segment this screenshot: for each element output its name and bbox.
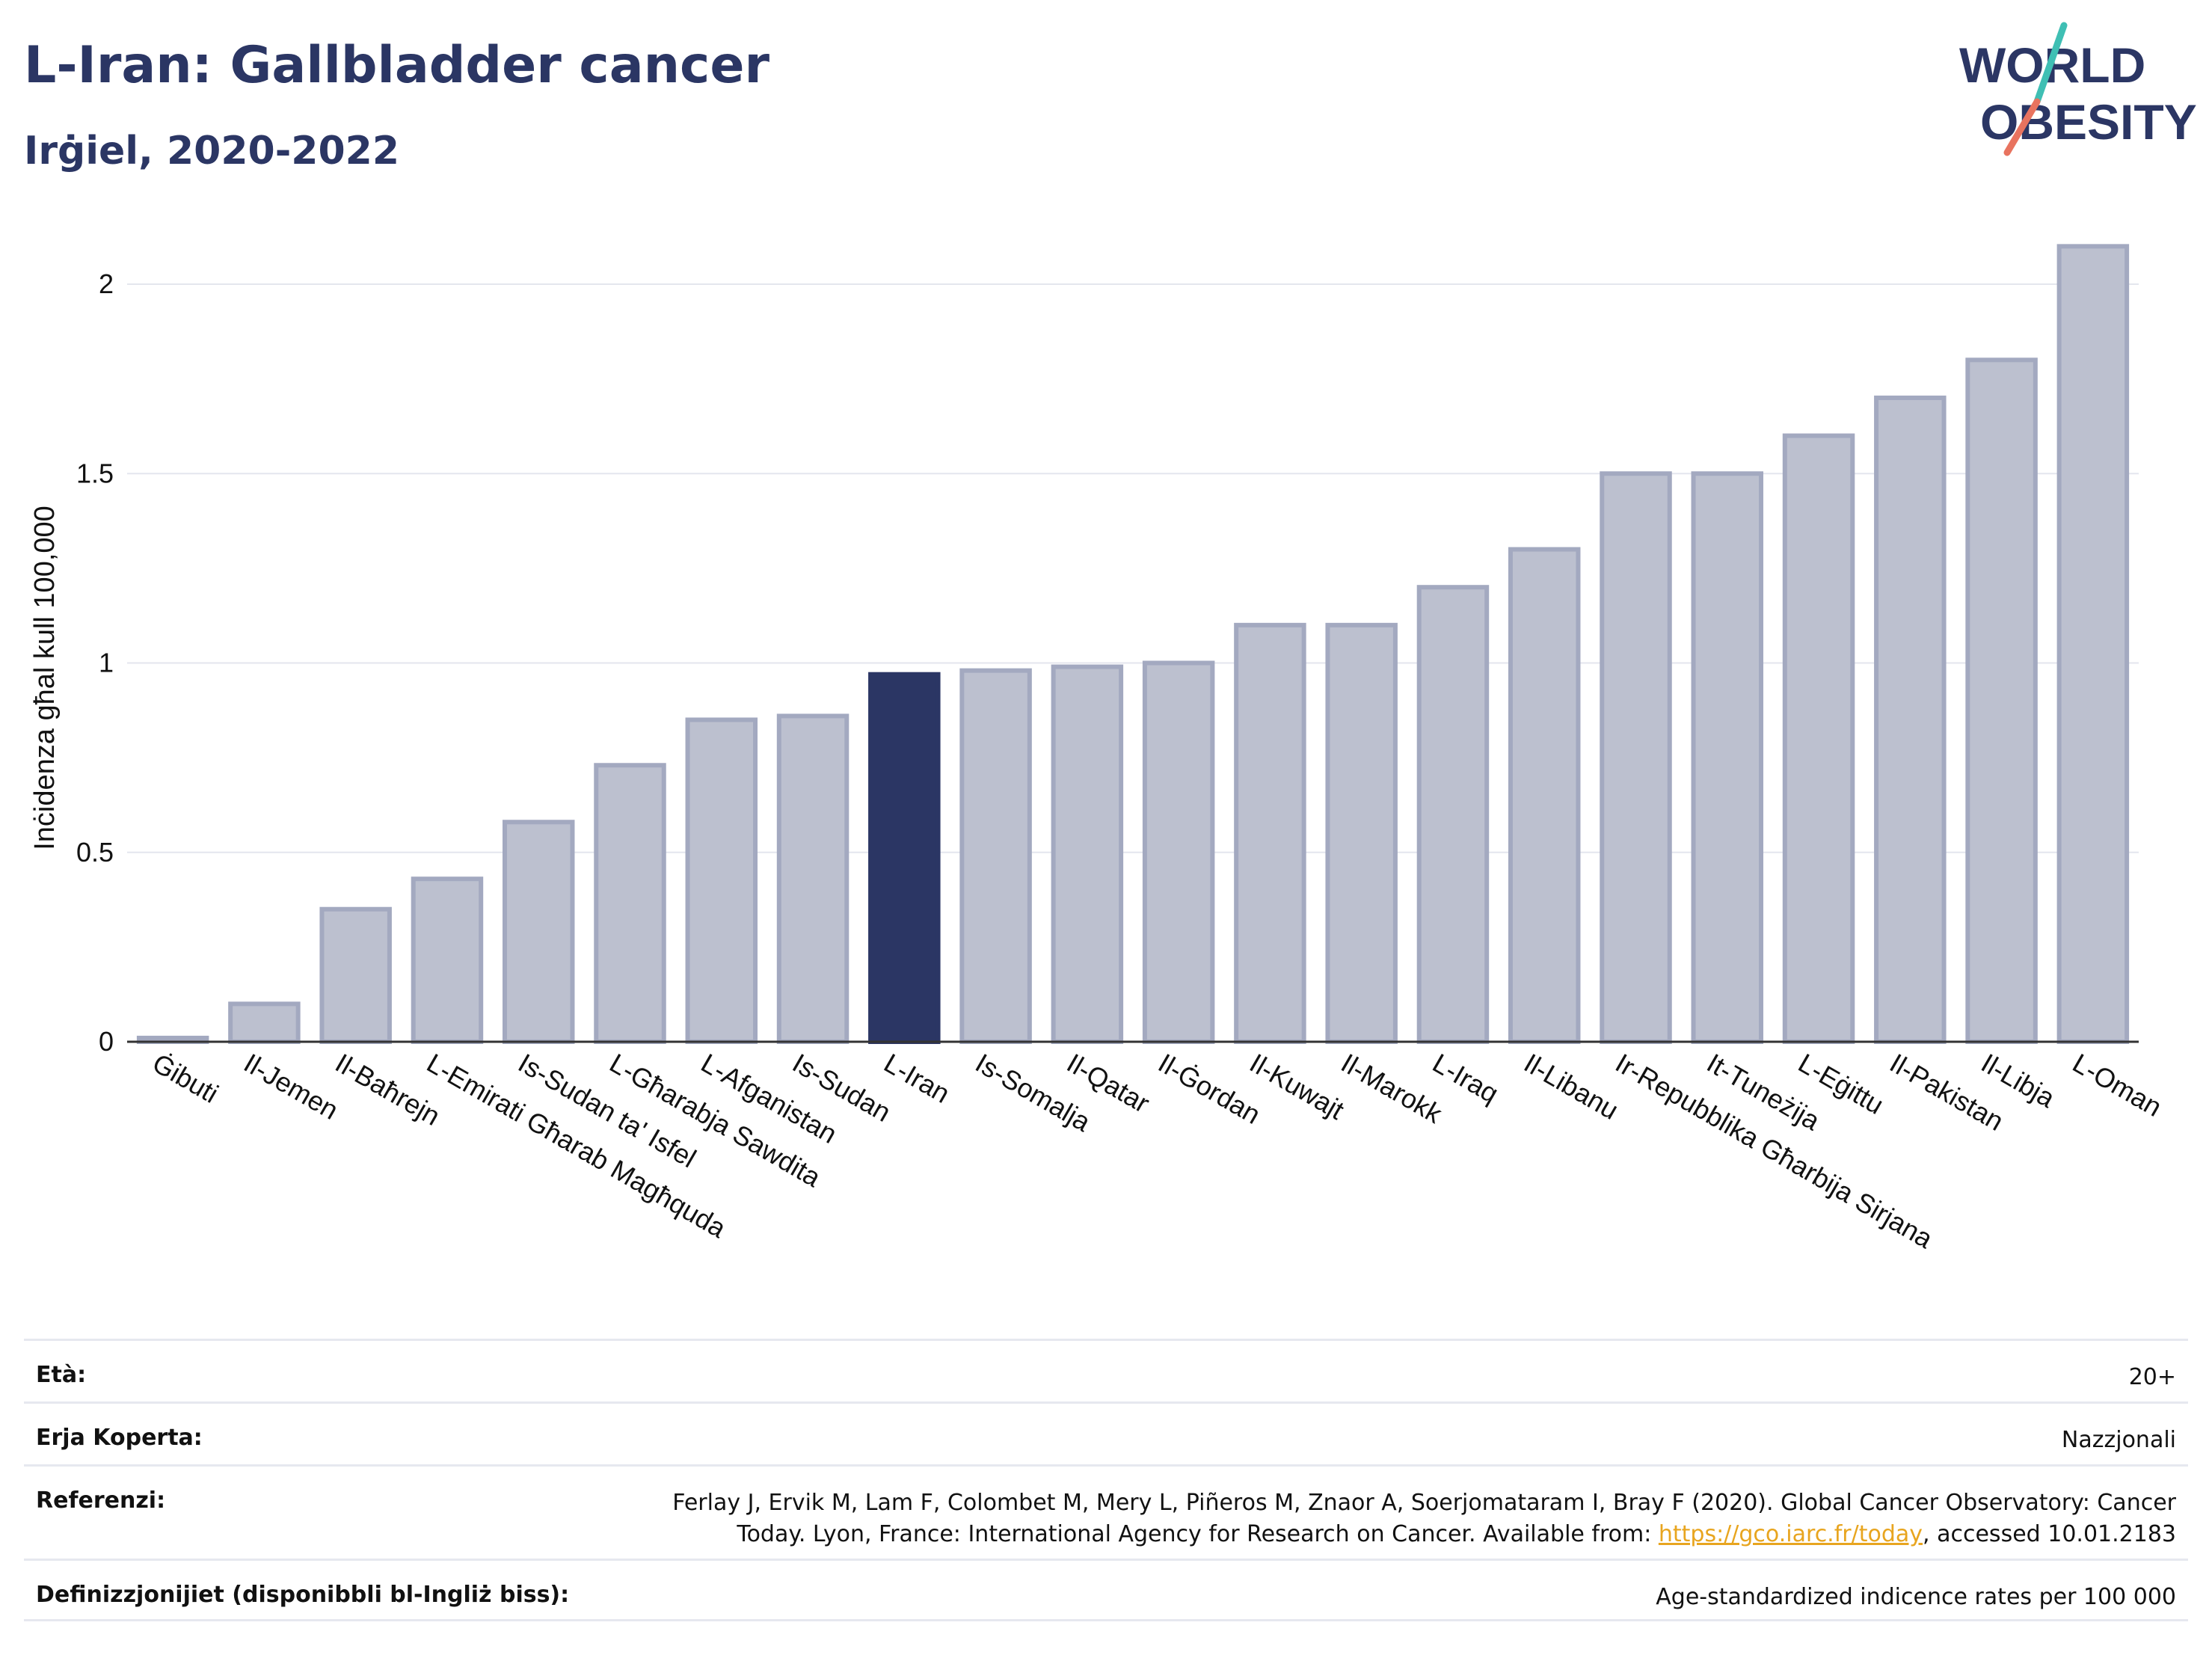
bar-chart: 0 0.5 1 1.5 2 Ġibuti Il-JemenIl-BaħrejnL-Emir…	[29, 244, 2167, 1255]
bar-20	[1965, 357, 2038, 1044]
info-row-definitions: Definizzjonijiet (disponibbli bl-Ingliż …	[24, 1559, 2188, 1621]
bar-9	[959, 668, 1032, 1044]
x-tick-label: Il-Marokk	[1336, 1047, 1448, 1129]
info-row-references: Referenzi: Ferlay J, Ervik M, Lam F, Col…	[24, 1464, 2188, 1559]
bar-16	[1600, 471, 1672, 1044]
info-label: Definizzjonijiet (disponibbli bl-Ingliż …	[36, 1582, 570, 1608]
x-tick-label: Il-Ġordan	[1153, 1047, 1265, 1130]
y-tick-label: 0.5	[76, 837, 114, 868]
bar-13	[1325, 622, 1398, 1044]
y-tick-label: 1.5	[76, 458, 114, 488]
logo-slash-coral	[2003, 98, 2041, 156]
bar-8	[868, 672, 941, 1044]
bar-21	[2056, 244, 2130, 1045]
info-label: Erja Koperta:	[36, 1425, 203, 1451]
bar-12	[1234, 622, 1306, 1044]
bar-10	[1051, 664, 1124, 1044]
bar-5	[594, 763, 666, 1044]
info-row-coverage: Erja Koperta: Nazzjonali	[24, 1401, 2188, 1464]
x-tick-label: Il-Kuwajt	[1244, 1047, 1349, 1126]
info-value: 20+	[2128, 1364, 2176, 1390]
bar-3	[411, 876, 484, 1044]
reference-accessed: , accessed 10.01.2183	[1923, 1521, 2176, 1547]
bar-11	[1142, 660, 1215, 1044]
page-title: L-Iran: Gallbladder cancer	[24, 36, 769, 95]
bar-17	[1691, 471, 1764, 1044]
info-value: Nazzjonali	[2061, 1427, 2176, 1453]
bar-18	[1782, 433, 1855, 1044]
x-tick-label: Ġibuti	[147, 1047, 224, 1109]
y-tick-label: 0	[99, 1026, 114, 1057]
y-tick-label: 2	[99, 268, 114, 299]
bar-7	[776, 713, 850, 1044]
bar-1	[228, 1001, 301, 1044]
info-row-age: Età: 20+	[24, 1339, 2188, 1401]
info-label: Referenzi:	[36, 1487, 166, 1514]
reference-text: Ferlay J, Ervik M, Lam F, Colombet M, Me…	[672, 1490, 2176, 1547]
info-value: Ferlay J, Ervik M, Lam F, Colombet M, Me…	[606, 1487, 2176, 1550]
bar-14	[1416, 585, 1490, 1044]
bar-4	[502, 820, 575, 1044]
x-tick-label: Il-Jemen	[239, 1047, 343, 1126]
bar-6	[685, 717, 758, 1044]
x-tick-label: L-Oman	[2068, 1047, 2167, 1123]
world-obesity-logo: WORLD OBESITY	[1959, 22, 2197, 156]
y-tick-label: 1	[99, 648, 114, 678]
x-tick-label: Ir-Repubblika Għarbija Sirjana	[1611, 1047, 1939, 1254]
info-value: Age-standardized indicence rates per 100…	[1656, 1584, 2176, 1610]
y-axis-ticks: 0 0.5 1 1.5 2	[76, 268, 114, 1057]
info-label: Età:	[36, 1362, 87, 1388]
bar-2	[319, 906, 392, 1044]
bar-19	[1874, 395, 1947, 1044]
logo-slash-teal	[2033, 22, 2068, 105]
info-table: Età: 20+ Erja Koperta: Nazzjonali Refere…	[24, 1339, 2188, 1621]
bars	[136, 244, 2130, 1045]
y-axis-label: Inċidenza għal kull 100,000	[29, 506, 61, 850]
x-tick-label: Il-Libanu	[1519, 1047, 1623, 1126]
page-subtitle: Irġiel, 2020-2022	[24, 129, 400, 174]
x-tick-label: Il-Baħrejn	[331, 1047, 446, 1132]
bar-15	[1508, 547, 1581, 1044]
reference-link[interactable]: https://gco.iarc.fr/today	[1658, 1521, 1923, 1547]
